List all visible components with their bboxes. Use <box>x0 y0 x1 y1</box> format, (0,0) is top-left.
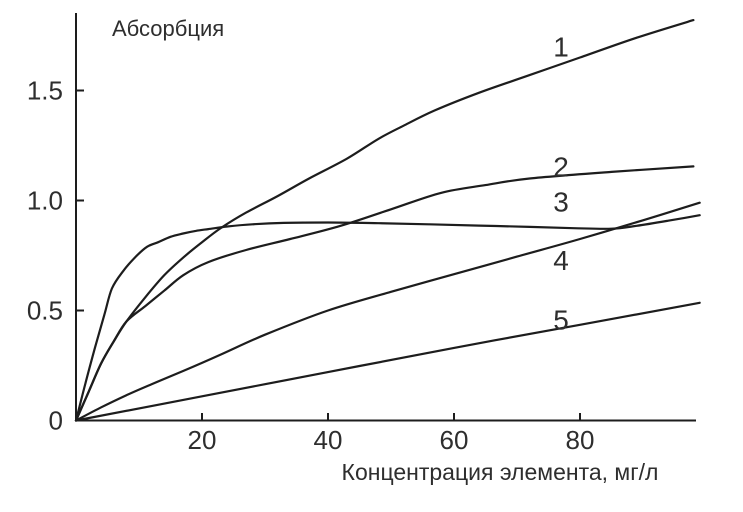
y-tick-label-0.5: 0.5 <box>27 296 63 326</box>
y-tick-label-1.5: 1.5 <box>27 76 63 106</box>
curve-4 <box>74 201 701 422</box>
curve-3-label: 3 <box>553 187 569 218</box>
x-tick-label-80: 80 <box>566 425 595 455</box>
curve-2 <box>74 165 695 422</box>
curve-2-label: 2 <box>553 151 569 182</box>
y-tick-label-1.0: 1.0 <box>27 186 63 216</box>
x-tick-label-20: 20 <box>188 425 217 455</box>
curve-5-label: 5 <box>553 304 569 335</box>
curve-5 <box>74 301 701 422</box>
y-tick-label-0: 0 <box>49 406 63 436</box>
curve-1-label: 1 <box>553 32 569 63</box>
x-tick-label-60: 60 <box>440 425 469 455</box>
curve-3 <box>74 214 701 422</box>
x-axis-label: Концентрация элемента, мг/л <box>341 459 659 485</box>
x-tick-label-40: 40 <box>314 425 343 455</box>
chart-title: Абсорбция <box>112 16 225 41</box>
curve-4-label: 4 <box>553 245 569 276</box>
